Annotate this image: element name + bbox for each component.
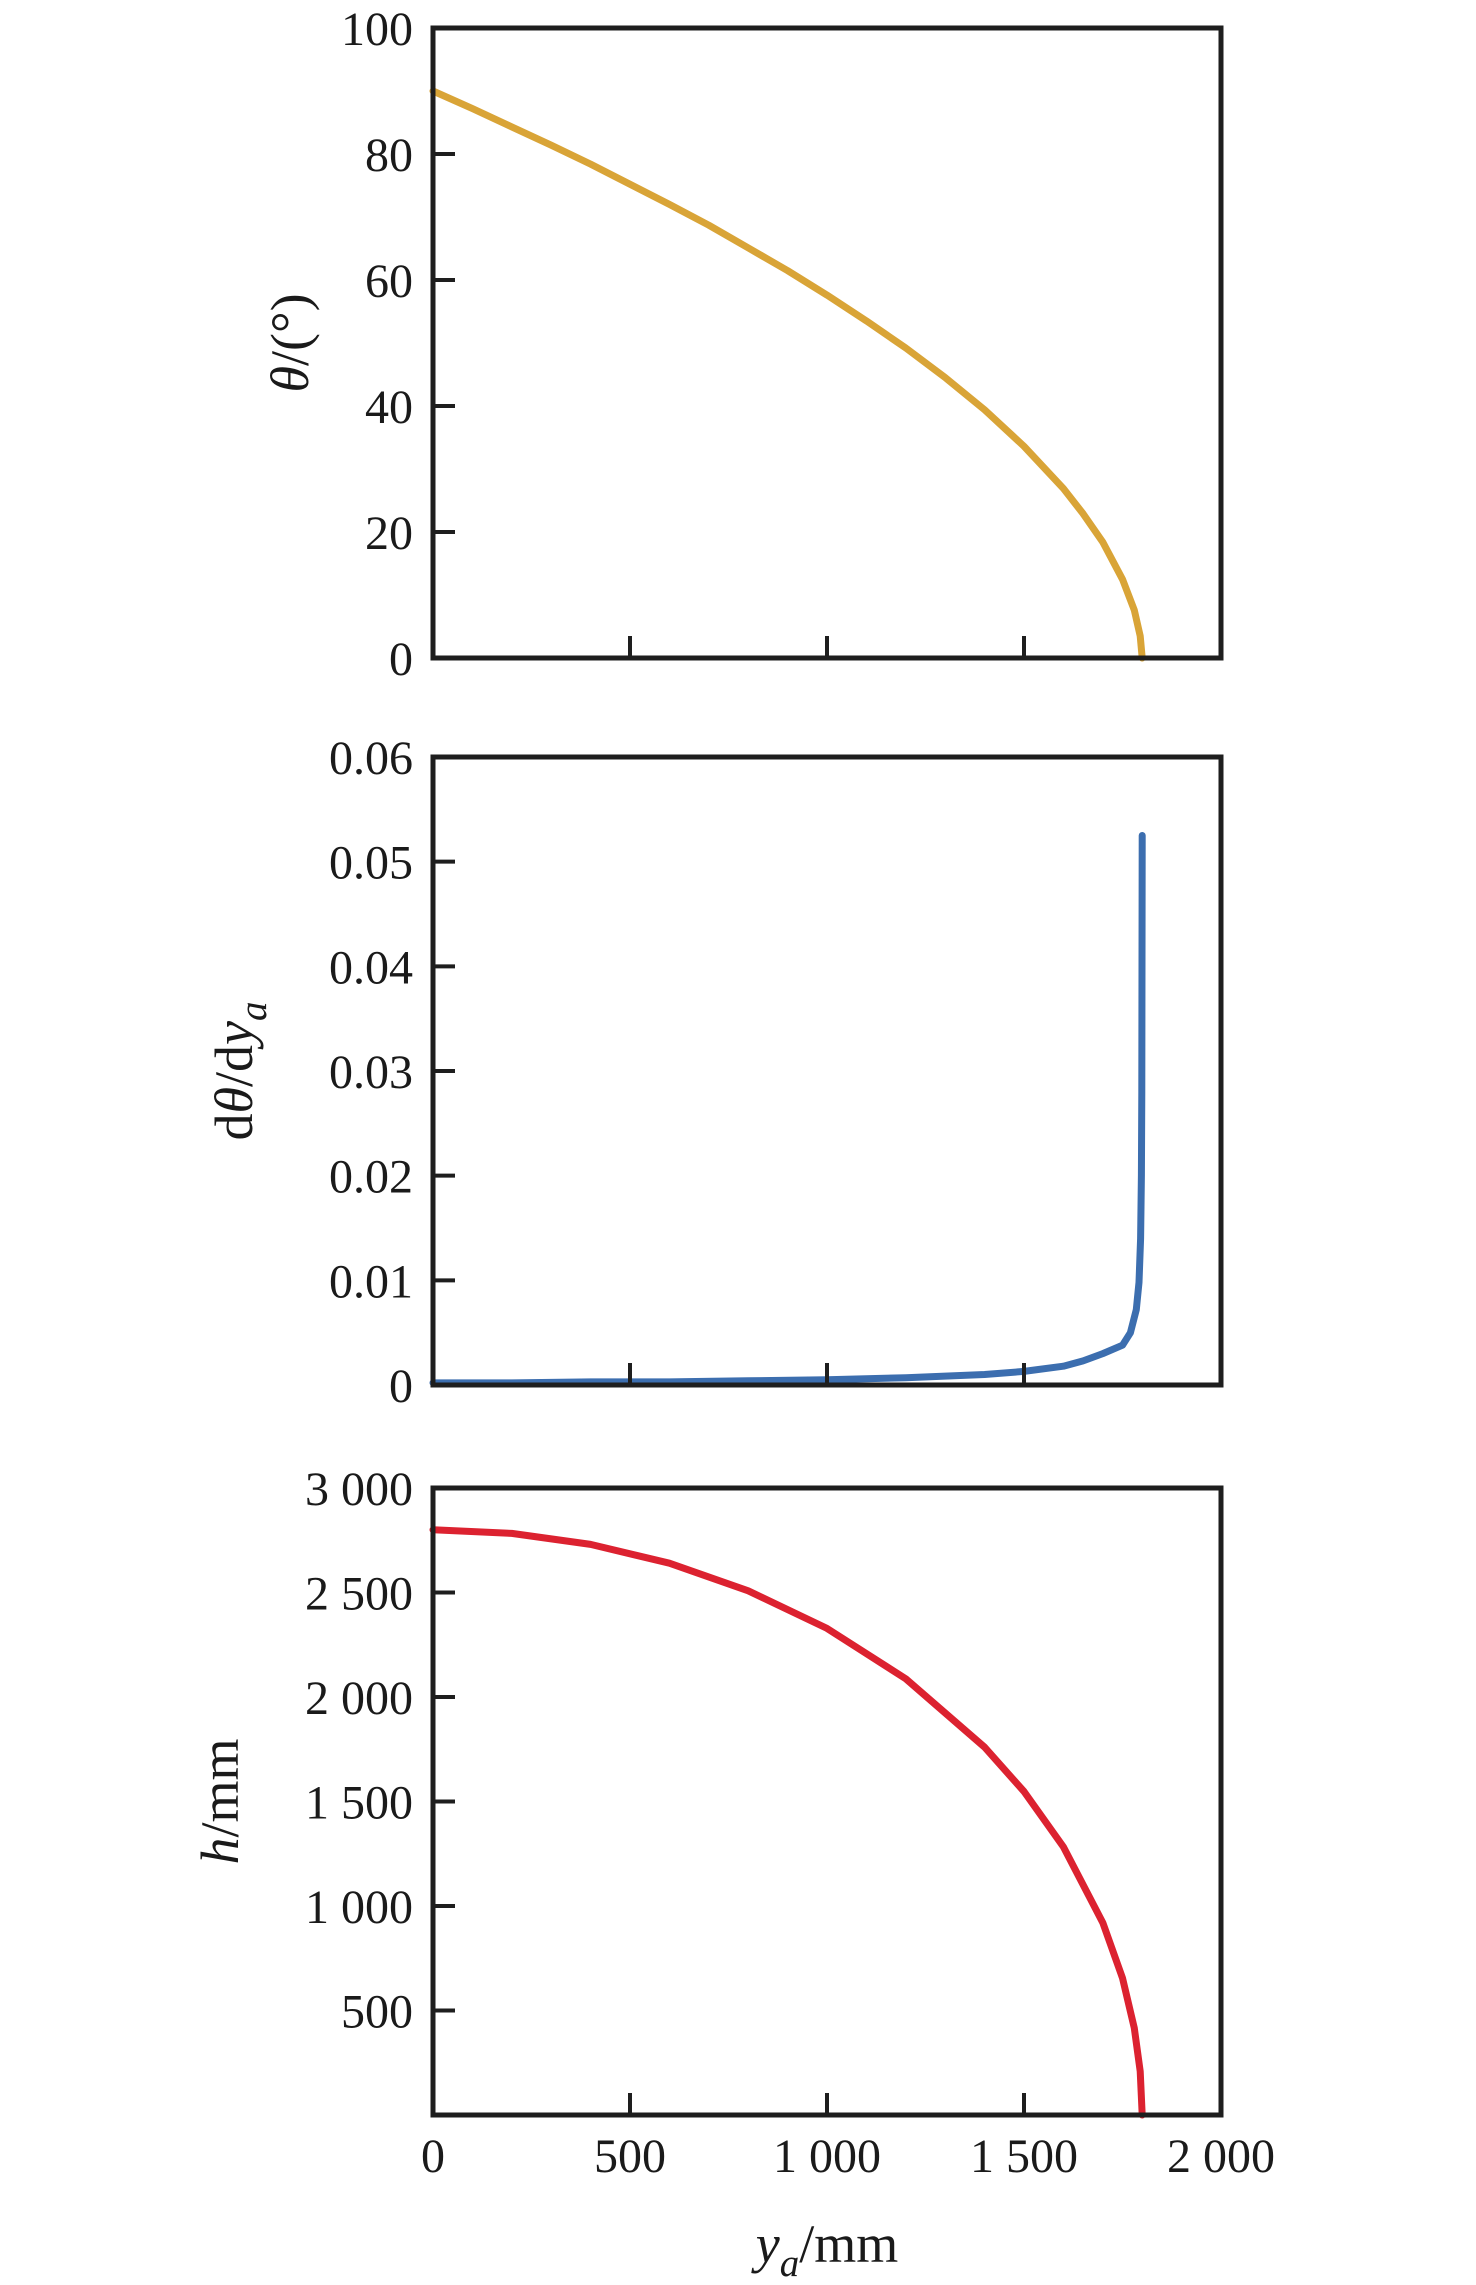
y-tick-label: 0.03: [329, 1046, 413, 1099]
y-tick-label: 0.06: [329, 732, 413, 785]
y-tick-label: 0: [389, 1360, 413, 1413]
theta-vs-ya-plot: 0 20 40 60 80 100 θ/(°): [260, 3, 1224, 686]
h-vs-ya-y-axis-title: h/mm: [190, 1738, 250, 1864]
y-tick-label: 1 500: [305, 1777, 413, 1830]
x-tick-label: 0: [421, 2130, 445, 2183]
x-tick-label: 500: [594, 2130, 666, 2183]
h-vs-ya-plot: 500 1 000 1 500 2 000 2 500 3 000 0 500 1 000 1 5…: [190, 1463, 1275, 2285]
derivative-curve: [429, 832, 1146, 1387]
y-tick-label: 0.05: [329, 837, 413, 890]
y-tick-label: 500: [341, 1986, 413, 2039]
y-tick-label: 40: [365, 381, 413, 434]
y-tick-label: 2 500: [305, 1568, 413, 1621]
theta-vs-ya-y-axis-title: θ/(°): [260, 293, 320, 392]
theta-curve: [429, 87, 1146, 662]
y-tick-label: 3 000: [305, 1463, 413, 1516]
dtheta-dya-vs-ya-y-axis-title: dθ/dya: [204, 1001, 275, 1140]
x-tick-label: 1 500: [970, 2130, 1078, 2183]
h-curve: [429, 1526, 1146, 2119]
y-tick-label: 1 000: [305, 1881, 413, 1934]
y-tick-label: 0.04: [329, 941, 413, 994]
y-tick-label: 60: [365, 255, 413, 308]
x-axis-title: ya/mm: [751, 2214, 898, 2280]
x-tick-label: 1 000: [773, 2130, 881, 2183]
y-tick-label: 100: [341, 3, 413, 56]
dtheta-dya-vs-ya-plot: 0 0.01 0.02 0.03 0.04 0.05 0.06 dθ/dya: [204, 732, 1224, 1413]
y-tick-label: 0: [389, 633, 413, 686]
y-tick-label: 80: [365, 129, 413, 182]
y-tick-label: 2 000: [305, 1672, 413, 1725]
x-tick-label: 2 000: [1167, 2130, 1275, 2183]
y-tick-label: 20: [365, 507, 413, 560]
y-tick-label: 0.01: [329, 1255, 413, 1308]
y-tick-label: 0.02: [329, 1151, 413, 1204]
